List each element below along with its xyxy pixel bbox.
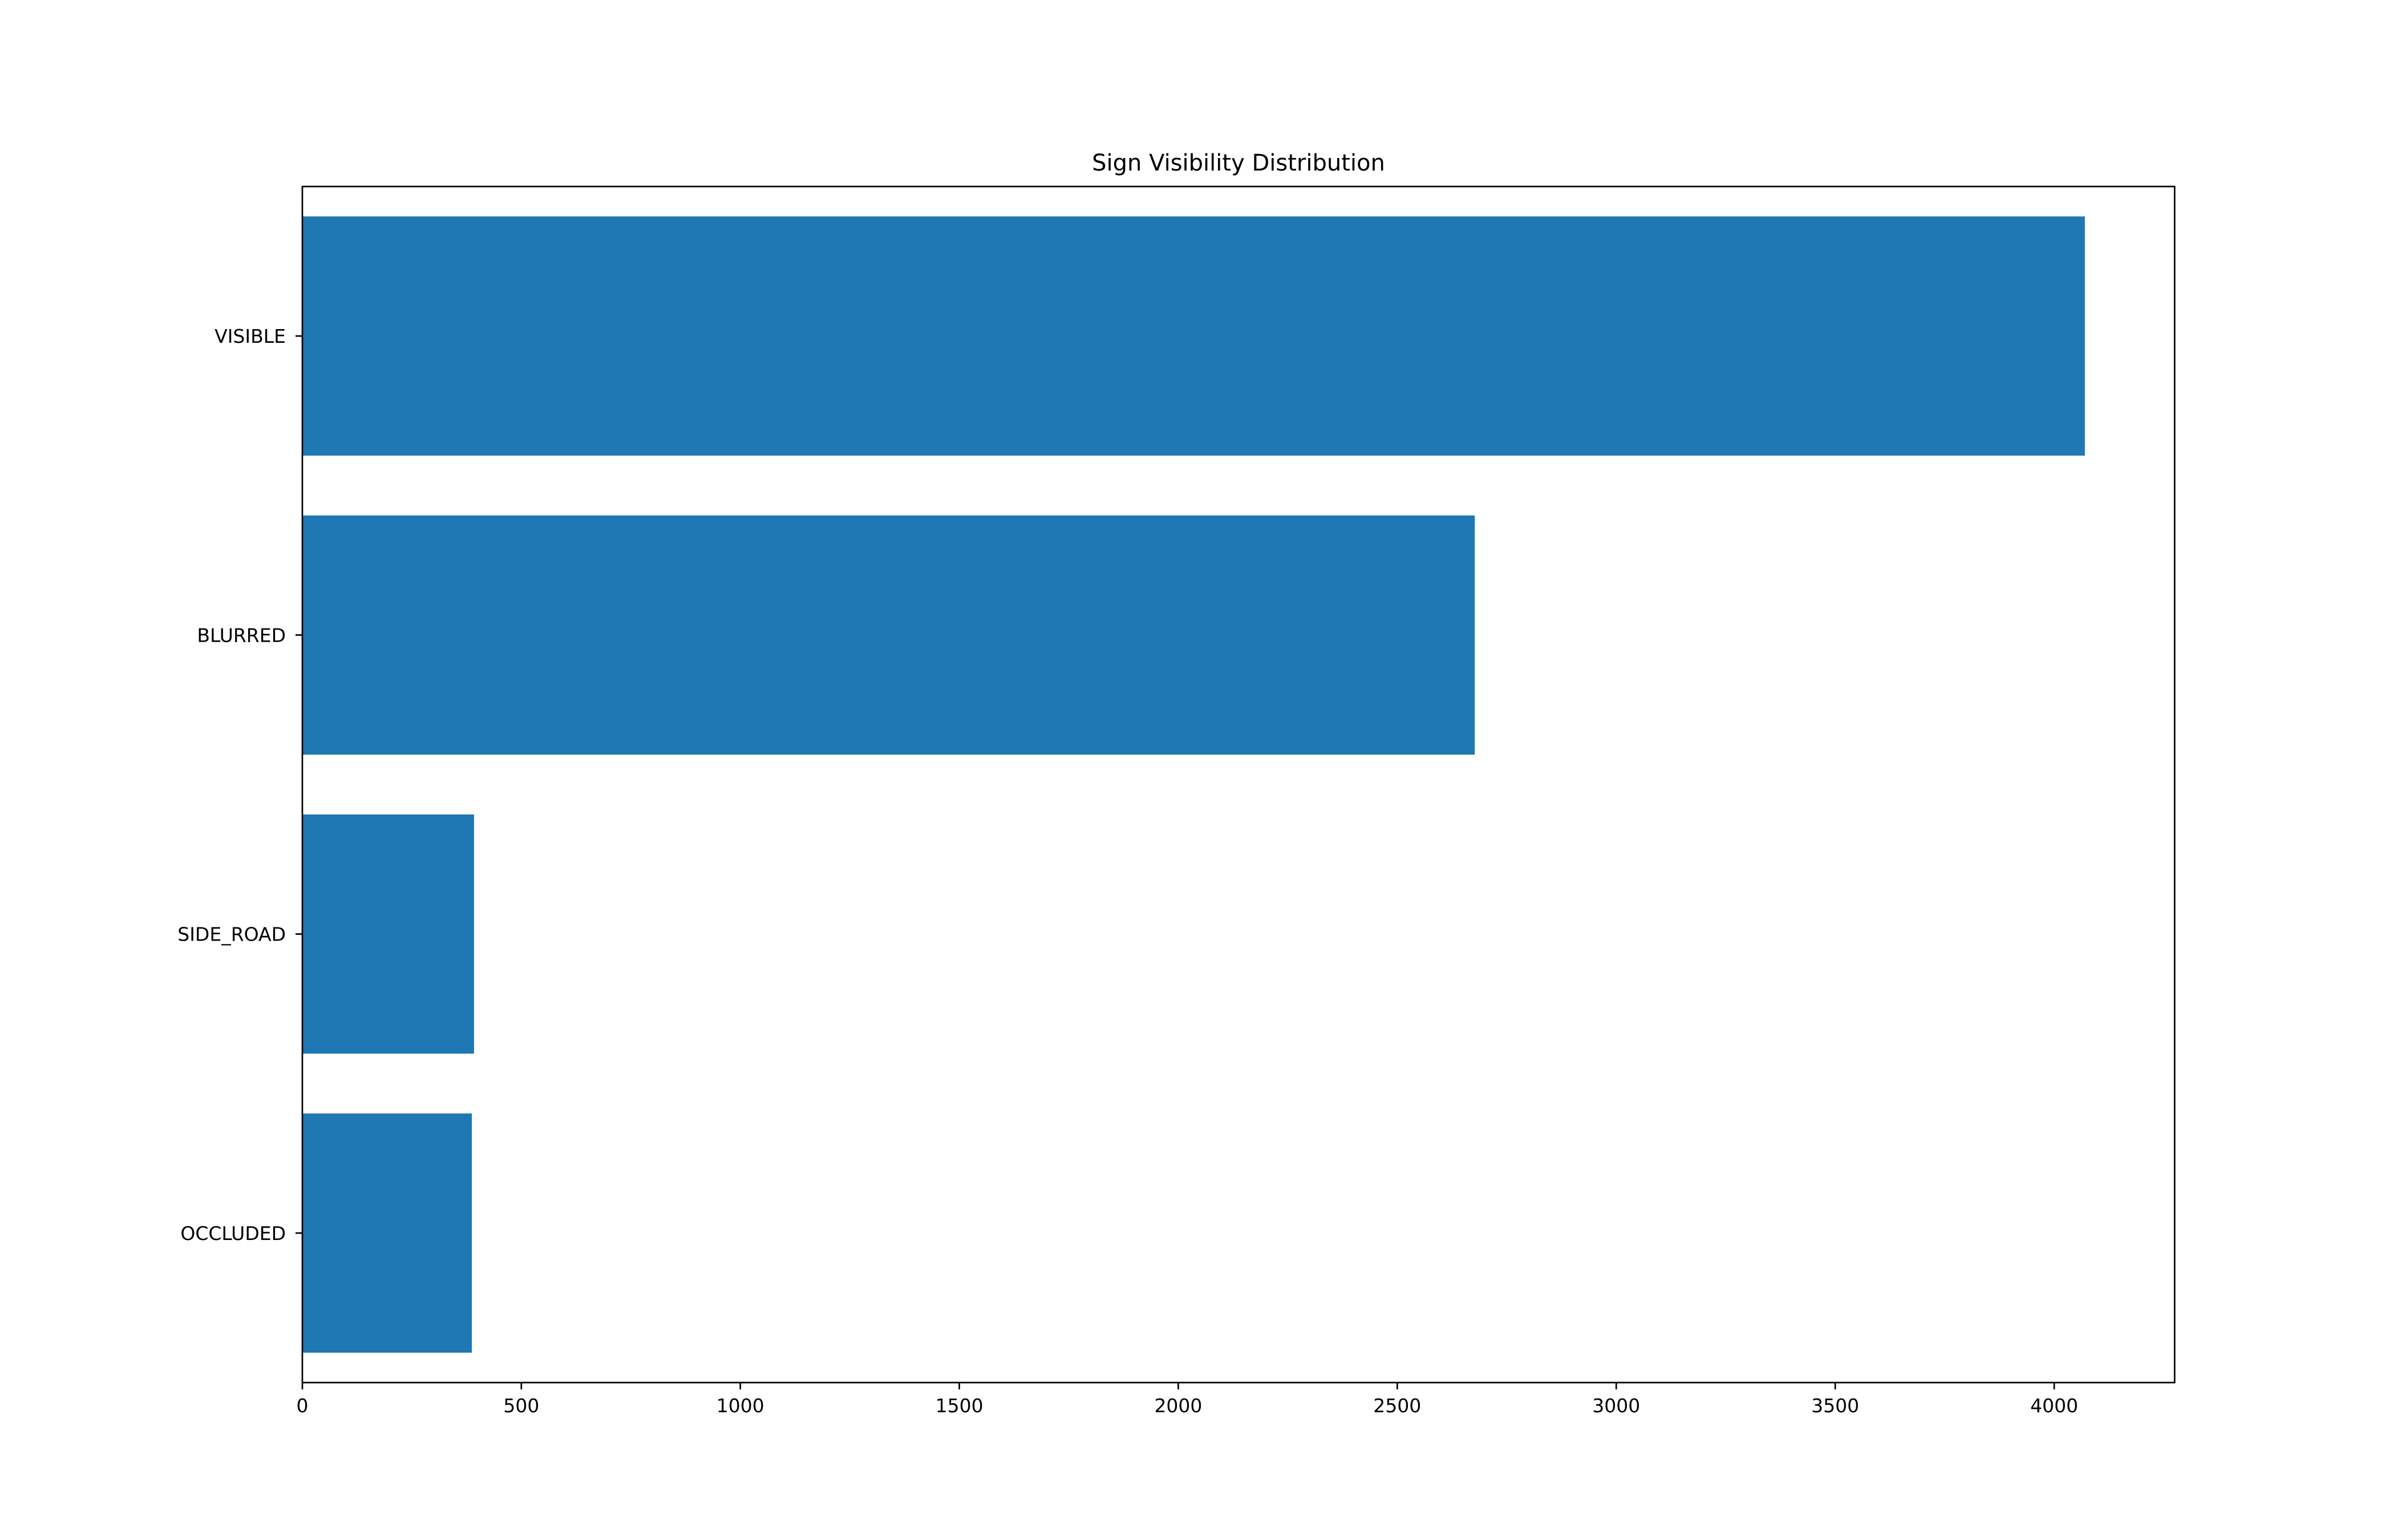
x-tick-label-500: 500: [503, 1395, 539, 1417]
x-tick-label-1500: 1500: [936, 1395, 984, 1417]
x-tick-label-4000: 4000: [2030, 1395, 2078, 1417]
x-tick-label-2000: 2000: [1154, 1395, 1202, 1417]
x-tick-label-3500: 3500: [1811, 1395, 1859, 1417]
bar-side-road: [302, 814, 474, 1054]
x-tick-label-3000: 3000: [1592, 1395, 1640, 1417]
bars-group: [302, 216, 2085, 1353]
x-tick-label-1000: 1000: [717, 1395, 764, 1417]
y-tick-label-occluded: OCCLUDED: [180, 1222, 286, 1245]
y-tick-label-side-road: SIDE_ROAD: [177, 923, 286, 946]
y-tick-label-blurred: BLURRED: [197, 624, 286, 646]
y-axis: VISIBLE BLURRED SIDE_ROAD OCCLUDED: [177, 325, 302, 1245]
bar-occluded: [302, 1113, 472, 1353]
bar-visible: [302, 216, 2085, 456]
y-tick-label-visible: VISIBLE: [214, 325, 286, 347]
x-axis: 0 500 1000 1500 2000 2500 3000 3500 4000: [297, 1383, 2078, 1417]
chart-title: Sign Visibility Distribution: [1092, 150, 1385, 176]
x-tick-label-0: 0: [297, 1395, 309, 1417]
plot-frame: [301, 185, 2176, 1384]
x-tick-label-2500: 2500: [1373, 1395, 1421, 1417]
bar-blurred: [302, 515, 1475, 755]
